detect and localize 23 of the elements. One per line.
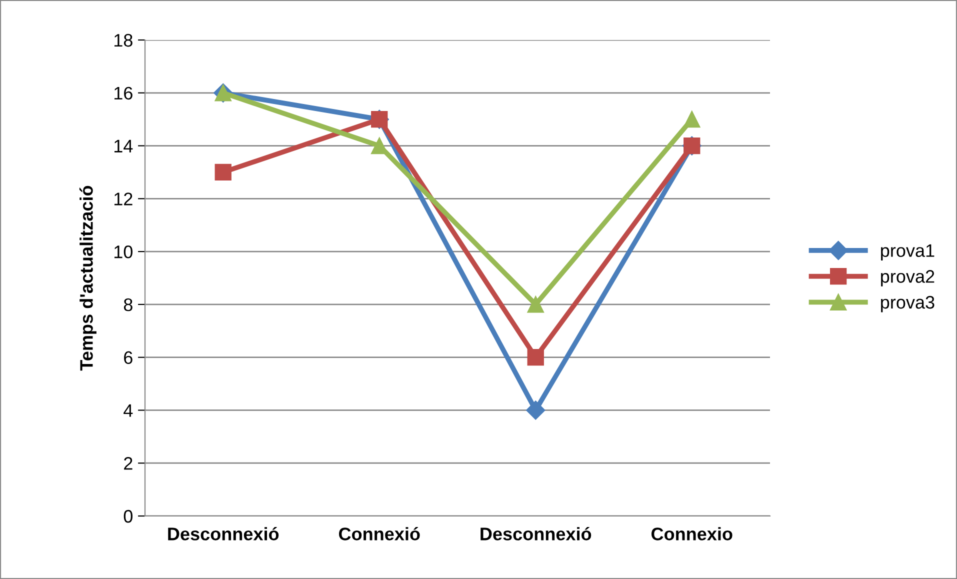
y-tick-label: 14 (114, 140, 133, 152)
y-tick-label: 8 (124, 298, 132, 312)
point (526, 400, 546, 420)
point (214, 164, 232, 181)
point (527, 296, 544, 313)
y-tick-label: 18 (114, 34, 132, 47)
y-axis-title: Temps d'actualització (79, 186, 96, 371)
y-tick-label: 6 (124, 351, 132, 364)
y-tick-label: 2 (124, 457, 132, 470)
x-tick-label: Connexió (338, 526, 420, 540)
y-tick-label: 4 (124, 404, 133, 417)
y-tick-label: 0 (124, 510, 132, 523)
x-tick-label: Desconnexió (480, 526, 592, 540)
point (684, 111, 700, 128)
legend-label: prova3 (881, 296, 934, 312)
y-tick-label: 16 (114, 86, 132, 100)
y-tick-label: 12 (114, 192, 132, 206)
x-tick-label: Connexio (651, 527, 732, 540)
x-tick-label: Desconnexió (168, 526, 279, 540)
point (527, 349, 544, 366)
legend-label: prova2 (881, 270, 934, 286)
legend-label: prova1 (881, 244, 934, 261)
y-tick-label: 10 (114, 245, 132, 258)
